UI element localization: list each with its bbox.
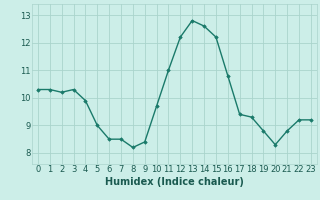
X-axis label: Humidex (Indice chaleur): Humidex (Indice chaleur) [105,177,244,187]
